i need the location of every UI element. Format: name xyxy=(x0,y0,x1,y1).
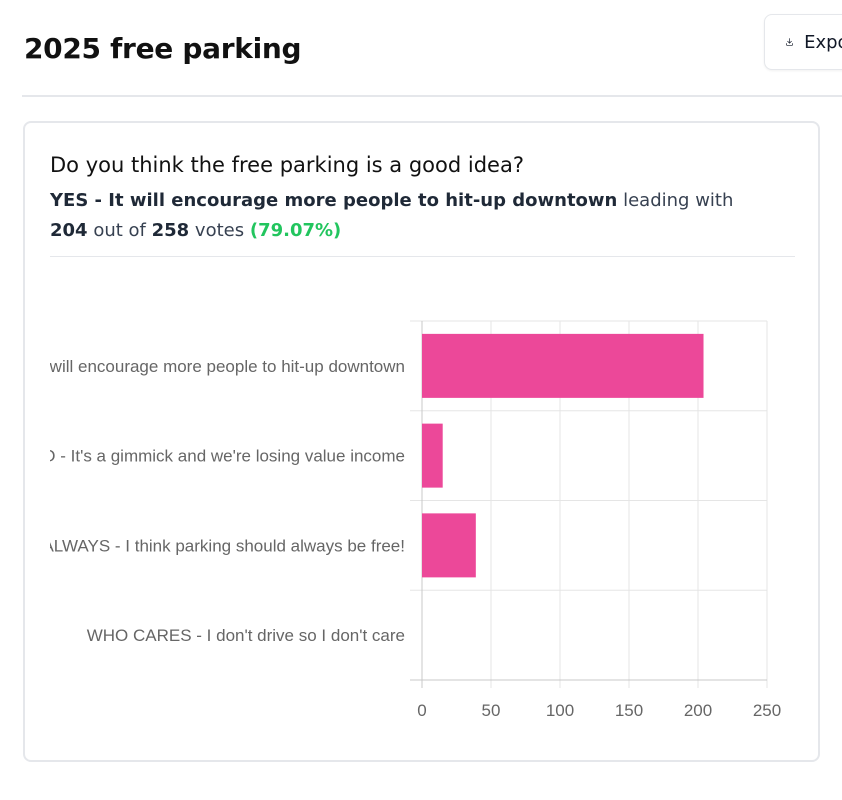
bar xyxy=(422,333,704,398)
votes-word: votes xyxy=(194,220,245,241)
total-votes: 258 xyxy=(151,220,190,241)
x-tick-label: 150 xyxy=(615,701,643,720)
category-label: YES - It will encourage more people to h… xyxy=(25,357,405,376)
x-tick-label: 50 xyxy=(482,701,501,720)
poll-result-card: Do you think the free parking is a good … xyxy=(23,121,820,762)
category-label: ALWAYS - I think parking should always b… xyxy=(42,536,405,555)
header-divider xyxy=(22,95,842,97)
bar xyxy=(422,513,476,578)
bar xyxy=(422,423,443,488)
leader-votes: 204 xyxy=(50,220,88,241)
leader-percentage: (79.07%) xyxy=(249,220,342,241)
poll-question: Do you think the free parking is a good … xyxy=(50,153,524,177)
poll-summary: YES - It will encourage more people to h… xyxy=(50,186,790,246)
category-label: WHO CARES - I don't drive so I don't car… xyxy=(87,626,405,645)
leading-option: YES - It will encourage more people to h… xyxy=(50,190,618,211)
category-label: NO - It's a gimmick and we're losing val… xyxy=(30,447,405,466)
x-tick-label: 250 xyxy=(753,701,781,720)
card-divider xyxy=(50,256,795,257)
export-label: Export xyxy=(804,31,842,53)
download-icon xyxy=(786,38,793,46)
export-button[interactable]: Export xyxy=(764,14,842,70)
x-tick-label: 100 xyxy=(546,701,574,720)
page-title: 2025 free parking xyxy=(24,32,302,65)
leading-with-text: leading with xyxy=(623,190,734,211)
x-tick-label: 200 xyxy=(684,701,712,720)
out-of-text: out of xyxy=(93,220,146,241)
x-tick-label: 0 xyxy=(417,701,426,720)
results-bar-chart: YES - It will encourage more people to h… xyxy=(25,320,781,720)
